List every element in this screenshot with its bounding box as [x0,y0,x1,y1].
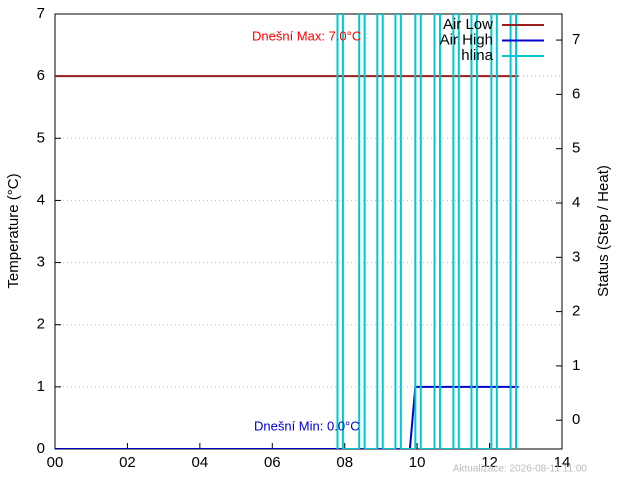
y-tick-label: 4 [37,191,45,208]
series-line [55,385,519,449]
y-tick-label: 0 [37,440,45,457]
legend-label: hlina [461,47,493,64]
y-tick-label: 2 [37,316,45,333]
y2-tick-label: 7 [572,31,580,48]
plot-frame [54,13,563,450]
x-tick-label: 14 [554,454,571,471]
y-tick-label: 6 [37,67,45,84]
x-tick-label: 08 [336,454,353,471]
y-tick-label: 5 [37,129,45,146]
x-tick-label: 04 [192,454,209,471]
y2-tick-label: 1 [572,357,580,374]
series-line [336,14,518,449]
y-tick-label: 1 [37,378,45,395]
y2-tick-label: 3 [572,248,580,265]
y2-tick-label: 6 [572,85,580,102]
annotation: Aktualizace: 2026-08-11 11:00 [453,464,588,475]
annotation: Dnešní Max: 7.0°C [252,28,361,43]
y2-tick-label: 5 [572,140,580,157]
y2-tick-label: 0 [572,411,580,428]
annotation: Dnešní Min: 0.0°C [254,418,360,433]
legend-label: Air High [440,31,493,48]
y2-axis-label: Status (Step / Heat) [595,165,612,297]
y-tick-label: 7 [37,5,45,22]
x-tick-label: 00 [47,454,64,471]
legend-label: Air Low [443,16,493,33]
y-tick-label: 3 [37,254,45,271]
y-axis-label: Temperature (°C) [5,173,22,288]
y2-tick-label: 2 [572,303,580,320]
x-tick-label: 10 [409,454,426,471]
x-tick-label: 12 [481,454,498,471]
y2-tick-label: 4 [572,194,580,211]
x-tick-label: 02 [119,454,136,471]
x-tick-label: 06 [264,454,281,471]
